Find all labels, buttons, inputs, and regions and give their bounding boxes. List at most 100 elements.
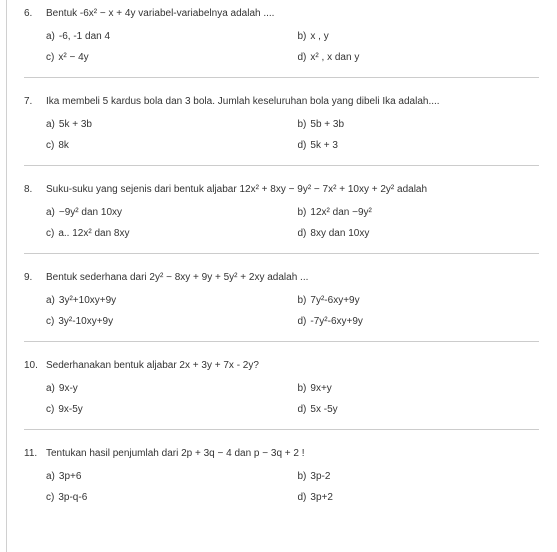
option-text: 5b + 3b xyxy=(310,119,344,130)
question-number: 8. xyxy=(24,184,46,195)
option-c: c)x² − 4y xyxy=(46,52,288,63)
option-label: d) xyxy=(298,404,307,415)
option-b: b)12x² dan −9y² xyxy=(298,207,540,218)
option-text: 3y²+10xy+9y xyxy=(59,295,116,306)
option-text: 3p+6 xyxy=(59,471,82,482)
option-label: b) xyxy=(298,295,307,306)
option-a: a) 3y²+10xy+9y xyxy=(46,295,288,306)
option-label: c) xyxy=(46,404,54,415)
option-text: 8xy dan 10xy xyxy=(310,228,369,239)
option-text: 3p+2 xyxy=(310,492,333,503)
question-text: Sederhanakan bentuk aljabar 2x + 3y + 7x… xyxy=(46,360,539,371)
option-label: b) xyxy=(298,471,307,482)
option-label: a) xyxy=(46,471,55,482)
question-number: 10. xyxy=(24,360,46,371)
question-text: Bentuk sederhana dari 2y² − 8xy + 9y + 5… xyxy=(46,272,539,283)
question-6: 6. Bentuk -6x² − x + 4y variabel-variabe… xyxy=(24,8,539,78)
option-text: 8k xyxy=(58,140,69,151)
option-b: b)7y²-6xy+9y xyxy=(298,295,540,306)
option-c: c) a.. 12x² dan 8xy xyxy=(46,228,288,239)
option-text: 5x -5y xyxy=(310,404,337,415)
divider xyxy=(24,165,539,166)
option-a: a) 9x-y xyxy=(46,383,288,394)
option-text: x² , x dan y xyxy=(310,52,359,63)
option-c: c) 9x-5y xyxy=(46,404,288,415)
option-label: c) xyxy=(46,316,54,327)
option-text: 12x² dan −9y² xyxy=(310,207,371,218)
option-c: c) 3p-q-6 xyxy=(46,492,288,503)
option-label: d) xyxy=(298,140,307,151)
option-text: a.. 12x² dan 8xy xyxy=(58,228,129,239)
divider xyxy=(24,341,539,342)
option-d: d)3p+2 xyxy=(298,492,540,503)
option-text: 9x-y xyxy=(59,383,78,394)
option-label: a) xyxy=(46,295,55,306)
option-text: 3p-q-6 xyxy=(58,492,87,503)
option-text: -6, -1 dan 4 xyxy=(59,31,110,42)
options-grid: a) 3y²+10xy+9y b)7y²-6xy+9y c) 3y²-10xy+9y… xyxy=(24,295,539,327)
option-text: x , y xyxy=(310,31,328,42)
question-8: 8. Suku-suku yang sejenis dari bentuk al… xyxy=(24,184,539,254)
option-text: 9x-5y xyxy=(58,404,82,415)
options-grid: a) −9y² dan 10xy b)12x² dan −9y² c) a.. 12… xyxy=(24,207,539,239)
option-label: b) xyxy=(298,383,307,394)
options-grid: a) 9x-y b)9x+y c) 9x-5y d)5x -5y xyxy=(24,383,539,415)
option-text: -7y²-6xy+9y xyxy=(310,316,363,327)
divider xyxy=(24,429,539,430)
question-row: 6. Bentuk -6x² − x + 4y variabel-variabe… xyxy=(24,8,539,19)
options-grid: a) 5k + 3b b)5b + 3b c) 8k d)5k + 3 xyxy=(24,119,539,151)
option-label: d) xyxy=(298,492,307,503)
option-d: d)-7y²-6xy+9y xyxy=(298,316,540,327)
option-d: d)5x -5y xyxy=(298,404,540,415)
question-text: Ika membeli 5 kardus bola dan 3 bola. Ju… xyxy=(46,96,539,107)
question-11: 11. Tentukan hasil penjumlah dari 2p + 3… xyxy=(24,448,539,503)
question-number: 7. xyxy=(24,96,46,107)
option-text: 3y²-10xy+9y xyxy=(58,316,113,327)
question-number: 9. xyxy=(24,272,46,283)
question-row: 10. Sederhanakan bentuk aljabar 2x + 3y … xyxy=(24,360,539,371)
option-label: c) xyxy=(46,228,54,239)
option-label: a) xyxy=(46,119,55,130)
divider xyxy=(24,77,539,78)
option-label: c) xyxy=(46,140,54,151)
question-7: 7. Ika membeli 5 kardus bola dan 3 bola.… xyxy=(24,96,539,166)
option-b: b)x , y xyxy=(298,31,540,42)
option-label: d) xyxy=(298,316,307,327)
option-text: −9y² dan 10xy xyxy=(59,207,122,218)
question-row: 8. Suku-suku yang sejenis dari bentuk al… xyxy=(24,184,539,195)
option-label: b) xyxy=(298,31,307,42)
question-text: Tentukan hasil penjumlah dari 2p + 3q − … xyxy=(46,448,539,459)
option-label: b) xyxy=(298,119,307,130)
option-text: 5k + 3 xyxy=(310,140,338,151)
question-9: 9. Bentuk sederhana dari 2y² − 8xy + 9y … xyxy=(24,272,539,342)
options-grid: a)-6, -1 dan 4 b)x , y c)x² − 4y d)x² , … xyxy=(24,31,539,63)
question-text: Bentuk -6x² − x + 4y variabel-variabelny… xyxy=(46,8,539,19)
divider xyxy=(24,253,539,254)
option-b: b)3p-2 xyxy=(298,471,540,482)
option-label: a) xyxy=(46,207,55,218)
question-10: 10. Sederhanakan bentuk aljabar 2x + 3y … xyxy=(24,360,539,430)
option-d: d)8xy dan 10xy xyxy=(298,228,540,239)
option-text: 7y²-6xy+9y xyxy=(310,295,359,306)
option-b: b)5b + 3b xyxy=(298,119,540,130)
option-b: b)9x+y xyxy=(298,383,540,394)
option-label: b) xyxy=(298,207,307,218)
question-number: 11. xyxy=(24,448,46,459)
option-text: 9x+y xyxy=(310,383,331,394)
question-number: 6. xyxy=(24,8,46,19)
option-c: c) 8k xyxy=(46,140,288,151)
question-row: 9. Bentuk sederhana dari 2y² − 8xy + 9y … xyxy=(24,272,539,283)
option-label: c) xyxy=(46,52,54,63)
option-text: 5k + 3b xyxy=(59,119,92,130)
question-row: 11. Tentukan hasil penjumlah dari 2p + 3… xyxy=(24,448,539,459)
option-d: d)5k + 3 xyxy=(298,140,540,151)
question-text: Suku-suku yang sejenis dari bentuk aljab… xyxy=(46,184,539,195)
option-label: a) xyxy=(46,383,55,394)
option-a: a)-6, -1 dan 4 xyxy=(46,31,288,42)
option-label: d) xyxy=(298,52,307,63)
option-label: c) xyxy=(46,492,54,503)
option-d: d)x² , x dan y xyxy=(298,52,540,63)
question-row: 7. Ika membeli 5 kardus bola dan 3 bola.… xyxy=(24,96,539,107)
option-a: a) 5k + 3b xyxy=(46,119,288,130)
options-grid: a) 3p+6 b)3p-2 c) 3p-q-6 d)3p+2 xyxy=(24,471,539,503)
